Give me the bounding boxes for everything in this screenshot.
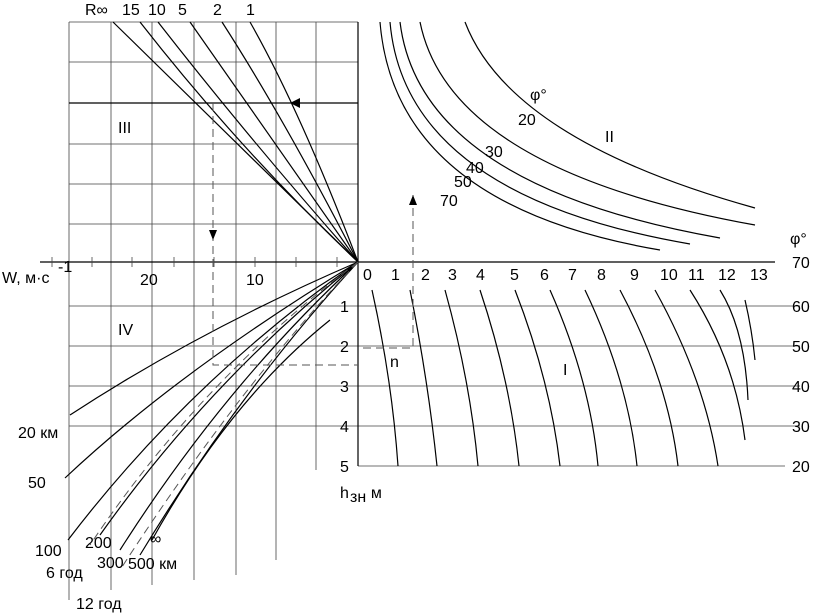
curves-i [371,289,756,467]
w-axis-exponent: -1 [58,259,72,276]
phi-label: 50 [454,174,472,191]
quadrant-i: I [563,362,567,379]
top-label: 1 [246,2,255,19]
guides [209,98,417,366]
h-tick-label: 4 [340,419,349,436]
x-tick-label: 11 [688,267,705,284]
x-tick-label: 8 [597,267,606,284]
x-tick-label: 13 [750,267,768,284]
top-label: 5 [178,2,187,19]
right-axis-label: 40 [792,379,810,396]
fetch-label: 6 год [46,565,83,582]
phi-label: 30 [485,144,503,161]
right-axis-label: 50 [792,339,810,356]
phi-label: 20 [518,112,536,129]
w-axis-label: 10 [246,272,264,289]
fetch-label: 300 [97,555,124,572]
x-tick-label: 4 [476,267,485,284]
x-tick-label: 2 [421,267,430,284]
h-tick-label: 1 [340,299,349,316]
x-tick-label: 5 [510,267,519,284]
h-tick-label: 3 [340,379,349,396]
fetch-label: 12 год [76,596,122,613]
phi-label: 70 [440,193,458,210]
h-tick-label: 5 [340,459,349,476]
x-tick-label: 9 [630,267,639,284]
n-label: n [390,354,399,371]
fetch-label: ∞ [150,531,161,548]
right-axis-label: 70 [792,255,810,272]
top-label: R∞ [85,2,108,19]
h-axis-unit: , м [362,485,382,502]
curves-ii [379,21,756,251]
right-axis-label: 30 [792,419,810,436]
x-tick-label: 12 [718,267,736,284]
x-tick-label: 1 [391,267,400,284]
x-tick-label: 3 [448,267,457,284]
h-tick-label: 2 [340,339,349,356]
h-axis-sub: зн [350,489,366,506]
x-tick-label: 10 [660,267,678,284]
quadrant-ii: II [605,129,614,146]
top-label: 2 [213,2,222,19]
x-tick-label: 7 [568,267,577,284]
quadrant-iv: IV [118,322,133,339]
fetch-label: 100 [35,543,62,560]
curves-iv [64,261,359,571]
right-axis-label: 20 [792,459,810,476]
x-tick-label: 0 [363,267,372,284]
top-label: 10 [148,2,166,19]
fetch-label: 200 [85,535,112,552]
top-label: 15 [122,2,140,19]
grid [40,21,800,600]
h-axis-title: h [340,485,349,502]
w-axis-title: W, м·с [2,270,49,287]
fetch-label: 20 км [18,425,58,442]
fetch-label: 50 [28,475,46,492]
quadrant-iii: III [118,120,131,137]
right-axis-title: φ° [790,231,807,248]
w-axis-label: 20 [140,272,158,289]
phi-label: 40 [466,160,484,177]
x-tick-label: 6 [540,267,549,284]
fetch-label: 500 км [128,556,177,573]
right-axis-label: 60 [792,299,810,316]
curves-iii [112,21,359,263]
phi-title: φ° [530,87,547,104]
